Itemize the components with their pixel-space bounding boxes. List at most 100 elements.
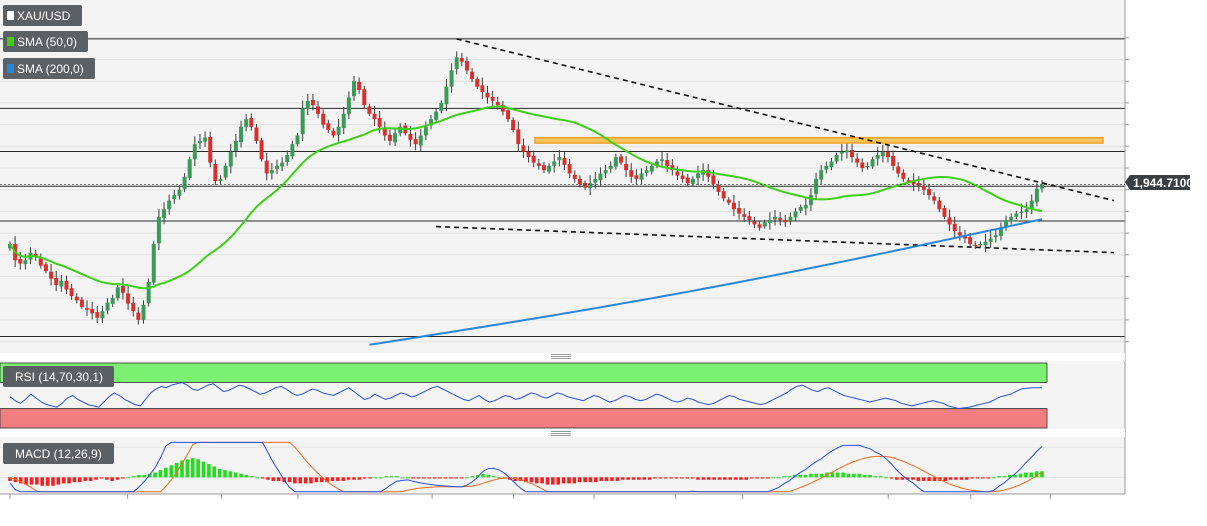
candle-body: [613, 157, 618, 167]
macd-histogram-bar: [653, 477, 657, 479]
macd-histogram-bar: [180, 460, 184, 478]
macd-histogram-bar: [121, 477, 125, 479]
candle-body: [331, 130, 336, 136]
candles: [8, 51, 1044, 325]
macd-histogram-bar: [588, 477, 593, 483]
macd-histogram-bar: [846, 473, 851, 478]
macd-histogram-bar: [293, 477, 297, 484]
macd-histogram-bar: [814, 473, 819, 478]
legend-rsi[interactable]: RSI (14,70,30,1): [3, 366, 114, 387]
macd-histogram-bar: [884, 477, 888, 479]
macd-histogram-bar: [432, 477, 437, 479]
candle-body: [778, 218, 783, 221]
candle-body: [885, 151, 890, 158]
candle-body: [300, 108, 305, 135]
macd-histogram-bar: [379, 477, 383, 479]
candle-body: [1014, 213, 1019, 217]
candle-body: [146, 281, 151, 304]
candle-body: [521, 145, 526, 152]
candle-body: [429, 119, 434, 126]
candle-body: [654, 161, 659, 166]
candle-body: [162, 209, 167, 219]
candle-body: [978, 243, 983, 246]
macd-histogram-bar: [233, 472, 238, 478]
candle-body: [110, 298, 115, 304]
y-axis: [1124, 0, 1129, 494]
macd-histogram-bar: [577, 477, 582, 483]
legend-macd-box: [3, 443, 114, 464]
candle-body: [367, 106, 372, 114]
candle-body: [839, 151, 844, 154]
candle-body: [726, 199, 731, 203]
macd-histogram-bar: [250, 476, 254, 478]
candle-body: [49, 271, 54, 279]
macd-histogram-bar: [411, 477, 415, 479]
macd-histogram-bar: [131, 476, 136, 478]
candle-body: [921, 186, 926, 190]
candle-body: [8, 243, 12, 249]
candle-body: [798, 207, 803, 211]
macd-histogram-bar: [970, 477, 974, 479]
macd-histogram-bar: [190, 458, 195, 478]
macd-histogram-bar: [921, 477, 926, 481]
macd-histogram-bar: [749, 477, 754, 479]
resize-handle-2-icon[interactable]: [551, 431, 571, 436]
macd-histogram-bar: [948, 477, 953, 480]
candle-body: [126, 293, 131, 304]
candle-body: [737, 207, 742, 214]
candle-body: [357, 81, 362, 90]
macd-histogram-bar: [35, 477, 39, 485]
macd-histogram-bar: [889, 477, 894, 479]
candle-body: [341, 113, 346, 129]
macd-histogram-bar: [809, 473, 813, 478]
candle-body: [18, 258, 23, 264]
candle-body: [767, 220, 772, 223]
candle-body: [536, 163, 541, 166]
macd-histogram-bar: [615, 477, 620, 481]
candle-body: [249, 117, 254, 127]
candle-body: [423, 126, 428, 136]
macd-histogram-bar: [932, 477, 937, 481]
macd-histogram-bar: [8, 477, 12, 481]
macd-histogram-bar: [196, 459, 200, 478]
macd-histogram-bar: [201, 461, 206, 478]
macd-histogram-bar: [88, 477, 93, 481]
legend-xauusd[interactable]: XAU/USD: [3, 5, 82, 26]
macd-signal-line: [9, 441, 1043, 493]
candle-body: [156, 216, 161, 244]
legend-sma50[interactable]: SMA (50,0): [3, 31, 88, 52]
macd-histogram-bar: [475, 474, 480, 478]
price-panel-bg: [0, 0, 1125, 353]
candle-body: [932, 196, 937, 201]
macd-histogram-bar: [491, 476, 496, 478]
resize-handle-1-icon[interactable]: [551, 354, 571, 359]
candle-body: [197, 140, 202, 143]
macd-histogram-bar: [911, 477, 915, 480]
candle-body: [696, 173, 700, 179]
candle-body: [988, 238, 993, 242]
macd-histogram-bar: [755, 477, 759, 479]
rsi-path: [9, 381, 1042, 410]
macd-histogram-bar: [723, 477, 727, 480]
candle-body: [629, 170, 634, 177]
candle-body: [711, 175, 716, 185]
macd-histogram-bar: [637, 477, 641, 480]
macd-histogram-bar: [438, 477, 442, 479]
candle-body: [957, 232, 962, 236]
candle-body: [860, 162, 865, 169]
legend-sma200[interactable]: SMA (200,0): [3, 58, 95, 79]
macd-histogram-bar: [352, 477, 356, 480]
candle-body: [865, 165, 870, 168]
candle-body: [665, 159, 670, 166]
candle-body: [973, 244, 978, 247]
macd-histogram-bar: [29, 477, 34, 485]
candle-body: [336, 126, 341, 135]
legend-macd[interactable]: MACD (12,26,9): [3, 443, 114, 464]
macd-histogram-bar: [223, 470, 227, 478]
candle-body: [634, 175, 639, 179]
candle-body: [906, 180, 911, 182]
candle-body: [824, 165, 829, 170]
candle-body: [254, 127, 259, 141]
candle-body: [187, 159, 192, 178]
candle-body: [844, 150, 849, 153]
